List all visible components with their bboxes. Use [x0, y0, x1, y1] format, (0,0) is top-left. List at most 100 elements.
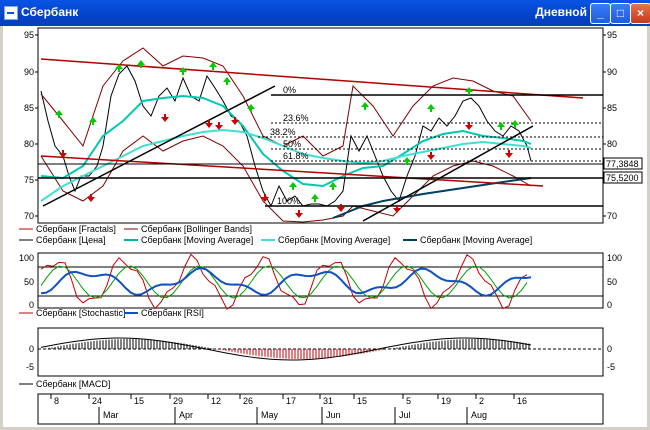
price-series: 0% 23.6% 38.2% 50% 61.8% 100% 77,3848 75,5200	[38, 47, 643, 223]
price-pane[interactable]	[37, 27, 604, 224]
month-label: Mar	[103, 410, 119, 420]
fractal-up-marker	[89, 117, 97, 125]
osc-tick-right: 0	[607, 300, 612, 310]
legend-label: Сбербанк [Moving Average]	[420, 235, 532, 245]
fractal-down-marker	[205, 120, 213, 128]
minimize-button[interactable]: _	[590, 3, 611, 24]
fractal-up-marker	[427, 104, 435, 112]
legend-label: Сбербанк [Fractals]	[36, 224, 116, 234]
time-axis-labels: 8 24 15 29 12 26 17 31 15 5 19 2 16 Mar Apr May Jun Jul Au…	[50, 394, 527, 424]
oscillator-series	[38, 253, 603, 310]
ma-medium	[40, 128, 532, 202]
legend-label: Сбербанк [Stochastic]	[36, 308, 125, 318]
osc-tick-left: 0	[29, 300, 34, 310]
month-label: Jul	[399, 410, 411, 420]
price-tick-right: 70	[607, 211, 617, 221]
value-label: 77,3848	[606, 159, 639, 169]
fractal-down-marker	[261, 194, 269, 202]
day-label: 15	[357, 396, 367, 406]
value-label-box	[603, 157, 643, 170]
day-label: 5	[406, 396, 411, 406]
price-tick-left: 85	[24, 103, 34, 113]
fractal-down-marker	[465, 122, 473, 130]
macd-tick-right: 0	[607, 344, 612, 354]
day-label: 12	[211, 396, 221, 406]
legend-label: Сбербанк [Moving Average]	[278, 235, 390, 245]
close-button[interactable]: ×	[630, 3, 650, 24]
osc-tick-right: 100	[607, 253, 622, 263]
month-label: Aug	[471, 410, 487, 420]
fractal-up-marker	[289, 182, 297, 190]
fractal-up-marker	[209, 62, 217, 70]
fractal-up-marker	[115, 64, 123, 72]
fractal-up-marker	[361, 102, 369, 110]
stochastic-line	[40, 253, 528, 310]
price-tick-right: 80	[607, 139, 617, 149]
value-label-box	[603, 171, 643, 184]
fractal-up-marker	[55, 110, 63, 118]
chart-area[interactable]: 959590908585808075757070 0%23.6%38.2%50%…	[3, 26, 647, 427]
day-label: 15	[134, 396, 144, 406]
macd-tick-right: -5	[607, 362, 615, 372]
fractal-up-marker	[311, 194, 319, 202]
title-bar[interactable]: Сбербанк Дневной _ □ ×	[0, 0, 650, 26]
day-label: 19	[441, 396, 451, 406]
macd-series	[38, 337, 603, 361]
price-tick-left: 75	[24, 175, 34, 185]
legend-label: Сбербанк [Bollinger Bands]	[141, 224, 252, 234]
fractal-down-marker	[337, 204, 345, 212]
resistance-line	[40, 58, 584, 99]
fibonacci-level-label: 0%	[283, 85, 296, 95]
macd-line	[40, 337, 532, 361]
bollinger-upper	[40, 47, 532, 157]
osc-tick-right: 50	[607, 277, 617, 287]
maximize-button[interactable]: □	[610, 3, 631, 24]
rsi-line	[40, 266, 532, 297]
support-line	[40, 155, 544, 187]
osc-tick-left: 50	[24, 277, 34, 287]
day-label: 16	[517, 396, 527, 406]
fractal-down-marker	[59, 150, 67, 158]
bollinger-lower	[40, 135, 532, 223]
fractal-up-marker	[223, 77, 231, 85]
price-tick-left: 90	[24, 67, 34, 77]
legend-label: Сбербанк [RSI]	[141, 308, 204, 318]
day-label: 17	[286, 396, 296, 406]
price-line	[40, 65, 532, 208]
osc-tick-left: 100	[19, 253, 34, 263]
window-title: Сбербанк	[21, 5, 79, 19]
fractal-up-marker	[179, 67, 187, 75]
oscillator-legend: Сбербанк [Stochastic] Сбербанк [RSI]	[19, 308, 204, 318]
day-label: 2	[479, 396, 484, 406]
chart-app-icon[interactable]	[4, 6, 18, 20]
fractal-up-marker	[511, 120, 519, 128]
fibonacci-level-label: 61.8%	[283, 151, 309, 161]
month-label: Apr	[179, 410, 193, 420]
fractal-down-marker	[427, 152, 435, 160]
fractal-up-marker	[329, 182, 337, 190]
macd-y-axis: 0 0 -5 -5	[26, 344, 615, 372]
price-tick-left: 95	[24, 30, 34, 40]
fibonacci-level-label: 100%	[277, 196, 300, 206]
fractal-down-marker	[295, 210, 303, 218]
price-tick-left: 70	[24, 211, 34, 221]
fractal-down-marker	[215, 122, 223, 130]
macd-tick-left: -5	[26, 362, 34, 372]
macd-pane[interactable]	[37, 327, 604, 377]
fractal-up-marker	[137, 60, 145, 68]
month-label: Jun	[326, 410, 341, 420]
uptrend-line-2	[362, 125, 534, 222]
fractal-down-marker	[161, 114, 169, 122]
oscillator-y-axis: 100 100 50 50 0 0	[19, 253, 622, 310]
legend-label: Сбербанк [Цена]	[36, 235, 106, 245]
fractal-up-marker	[403, 157, 411, 165]
fibonacci-level-label: 50%	[283, 139, 301, 149]
price-legend: Сбербанк [Fractals] Сбербанк [Bollinger B…	[19, 224, 532, 245]
day-label: 31	[323, 396, 333, 406]
fractal-down-marker	[231, 117, 239, 125]
fractal-up-marker	[497, 122, 505, 130]
uptrend-line-1	[42, 85, 276, 207]
price-tick-right: 85	[607, 103, 617, 113]
price-tick-left: 80	[24, 139, 34, 149]
